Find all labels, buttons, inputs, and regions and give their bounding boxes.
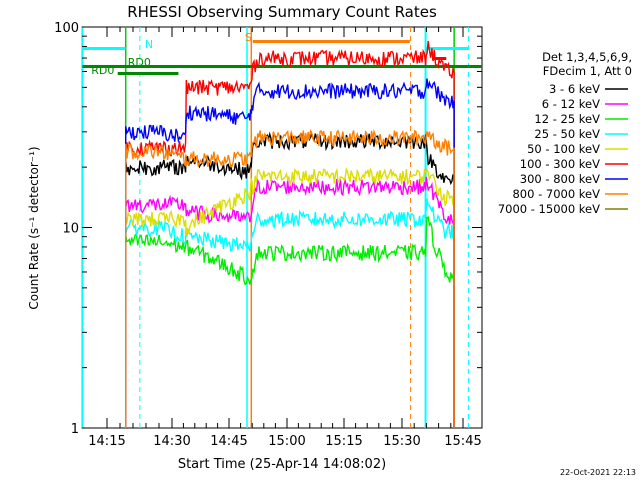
footer-timestamp: 22-Oct-2021 22:13: [560, 468, 636, 477]
series-line: [124, 216, 455, 428]
legend-header: Det 1,3,4,5,6,9,: [542, 50, 632, 64]
series-line: [124, 131, 455, 428]
flag-bar-label: S: [245, 31, 252, 44]
series-line: [124, 78, 455, 428]
legend-item-label: 50 - 100 keV: [527, 142, 600, 156]
series-line: [124, 166, 455, 428]
legend-item-label: 800 - 7000 keV: [512, 187, 600, 201]
x-tick-label: 14:30: [153, 434, 190, 449]
legend-item-label: 25 - 50 keV: [534, 127, 600, 141]
flag-bar-label: RD0: [128, 56, 151, 69]
x-tick-label: 15:15: [325, 434, 362, 449]
y-tick-label: 10: [62, 222, 79, 237]
y-tick-label: 1: [71, 422, 79, 437]
x-tick-label: 15:45: [444, 434, 481, 449]
chart-title: RHESSI Observing Summary Count Rates: [127, 3, 437, 21]
legend-item-label: 12 - 25 keV: [534, 112, 600, 126]
legend-header: FDecim 1, Att 0: [543, 64, 632, 78]
y-tick-label: 100: [54, 21, 79, 36]
series-line: [124, 198, 455, 428]
legend-item-label: 3 - 6 keV: [549, 82, 600, 96]
legend-item-label: 100 - 300 keV: [520, 157, 600, 171]
x-tick-label: 15:00: [268, 434, 305, 449]
x-tick-label: 15:30: [383, 434, 420, 449]
series-line: [124, 40, 455, 428]
legend-item-label: 300 - 800 keV: [520, 172, 600, 186]
flag-bar-label: N: [145, 38, 153, 51]
legend-item-label: 6 - 12 keV: [542, 97, 600, 111]
x-axis-label: Start Time (25-Apr-14 14:08:02): [178, 457, 386, 472]
x-tick-label: 14:45: [210, 434, 247, 449]
x-tick-label: 14:15: [88, 434, 125, 449]
y-axis-label: Count Rate (s⁻¹ detector⁻¹): [27, 146, 41, 309]
series-line: [124, 128, 455, 428]
legend-item-label: 7000 - 15000 keV: [498, 202, 600, 216]
series-line: [124, 176, 455, 428]
flag-bar-label: RD0: [91, 64, 114, 77]
